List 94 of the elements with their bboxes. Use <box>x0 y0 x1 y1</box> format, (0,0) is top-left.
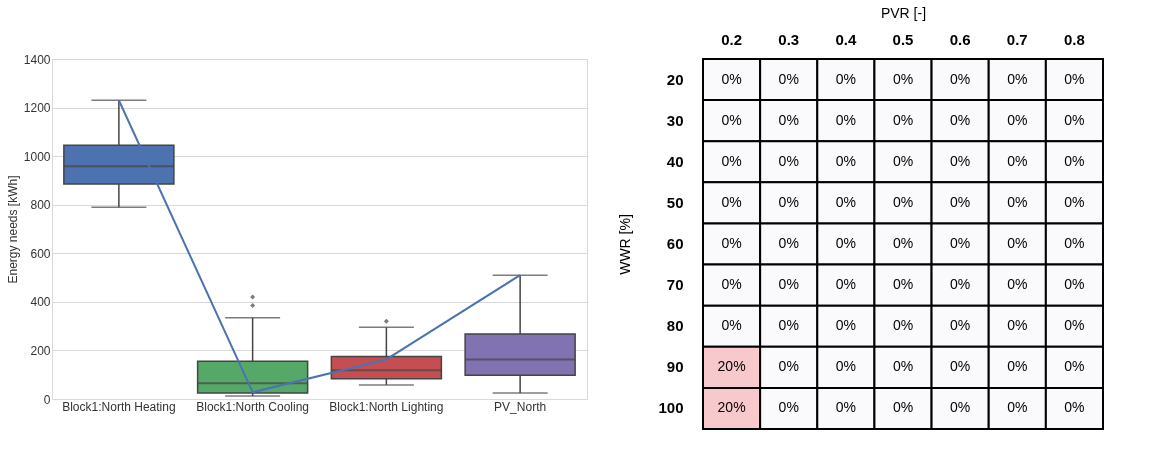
y-tick-label: 1000 <box>23 149 51 164</box>
y-tick-label: 0 <box>43 392 51 407</box>
data-label: 0% <box>778 276 799 293</box>
y-tick-label: 400 <box>30 295 51 310</box>
data-label: 0% <box>1007 317 1028 334</box>
data-label: 0% <box>950 399 971 416</box>
data-label: 0% <box>1064 358 1085 375</box>
data-label: 0% <box>950 70 971 87</box>
y-axis-title: Energy needs [kWh] <box>5 175 20 284</box>
data-label: 0% <box>1007 152 1028 169</box>
x-tick-label: 0.6 <box>949 30 971 48</box>
data-label: 0% <box>778 193 799 210</box>
y-tick-label: 60 <box>666 235 684 252</box>
data-label: 0% <box>721 235 742 251</box>
data-label: 0% <box>892 111 914 128</box>
data-label: 0% <box>1007 70 1028 87</box>
data-label: 0% <box>1064 111 1085 128</box>
data-label: 0% <box>950 317 971 334</box>
x-tick-label: 0.8 <box>1064 30 1085 48</box>
data-label: 0% <box>721 152 742 169</box>
y-tick-label: 30 <box>666 111 684 129</box>
data-label: 0% <box>1064 70 1085 87</box>
data-label: 0% <box>1064 276 1085 293</box>
data-label: 0% <box>1064 193 1085 210</box>
data-label: 0% <box>835 235 856 251</box>
y-tick-label: 800 <box>30 198 51 213</box>
y-tick-label: 100 <box>658 399 684 417</box>
data-label: 0% <box>778 235 799 251</box>
y-tick-label: 70 <box>666 276 684 294</box>
y-tick-label: 40 <box>666 152 684 170</box>
data-label: 0% <box>835 399 856 416</box>
data-label: 0% <box>835 276 856 293</box>
data-label: 0% <box>835 70 856 87</box>
y-tick-label: 1400 <box>23 52 51 67</box>
data-label: 0% <box>892 276 914 293</box>
data-label: 0% <box>778 152 799 169</box>
data-label: 0% <box>835 152 856 169</box>
data-label: 0% <box>721 276 742 293</box>
y-tick-label: 200 <box>30 343 51 358</box>
x-tick-label: Block1:North Lighting <box>329 399 444 414</box>
x-axis-title: PVR [-] <box>880 4 927 21</box>
data-label: 0% <box>1007 193 1028 210</box>
x-tick-label: Block1:North Cooling <box>196 399 309 414</box>
y-tick-label: 1200 <box>23 101 51 116</box>
data-label: 0% <box>835 358 856 375</box>
data-label: 0% <box>721 70 742 87</box>
data-label: 0% <box>892 70 914 87</box>
data-label: 0% <box>1064 399 1085 416</box>
data-label: 0% <box>1007 111 1028 128</box>
data-label: 0% <box>1007 358 1028 375</box>
x-tick-label: 0.4 <box>835 30 857 48</box>
x-tick-label: 0.2 <box>721 30 742 48</box>
data-label: 0% <box>1064 152 1085 169</box>
y-tick-label: 80 <box>666 317 684 335</box>
data-label: 0% <box>1064 235 1085 251</box>
data-label: 0% <box>778 111 799 128</box>
data-label: 0% <box>1007 399 1028 416</box>
data-label: 0% <box>835 193 856 210</box>
data-label: 0% <box>950 193 971 210</box>
data-label: 0% <box>721 193 742 210</box>
data-label: 0% <box>778 399 799 416</box>
x-tick-label: Block1:North Heating <box>62 399 176 414</box>
data-label: 0% <box>950 111 971 128</box>
data-label: 0% <box>950 276 971 293</box>
data-label: 0% <box>892 235 914 251</box>
y-axis-title: WWR [%] <box>617 214 634 275</box>
data-label: 0% <box>778 317 799 334</box>
x-tick-label: 0.7 <box>1006 30 1028 48</box>
data-label: 0% <box>721 111 742 128</box>
y-tick-label: 50 <box>666 193 684 211</box>
data-label: 0% <box>835 317 856 334</box>
data-label: 0% <box>1007 235 1028 251</box>
y-tick-label: 90 <box>666 358 684 376</box>
data-label: 0% <box>778 70 799 87</box>
data-label: 0% <box>892 152 914 169</box>
data-label: 0% <box>1064 317 1085 334</box>
data-label: 0% <box>778 358 799 375</box>
data-label: 20% <box>717 358 746 375</box>
data-label: 0% <box>950 358 971 375</box>
y-tick-label: 20 <box>666 70 684 88</box>
data-label: 0% <box>721 317 742 334</box>
data-label: 0% <box>892 358 914 375</box>
data-label: 0% <box>950 235 971 251</box>
data-label: 0% <box>950 152 971 169</box>
data-label: 0% <box>1007 276 1028 293</box>
data-label: 0% <box>892 193 914 210</box>
data-label: 0% <box>835 111 856 128</box>
x-tick-label: 0.5 <box>892 30 914 48</box>
data-label: 0% <box>892 399 914 416</box>
data-label: 0% <box>892 317 914 334</box>
data-label: 20% <box>717 399 746 416</box>
x-tick-label: PV_North <box>494 399 547 414</box>
y-tick-label: 600 <box>30 246 51 261</box>
x-tick-label: 0.3 <box>778 30 800 48</box>
